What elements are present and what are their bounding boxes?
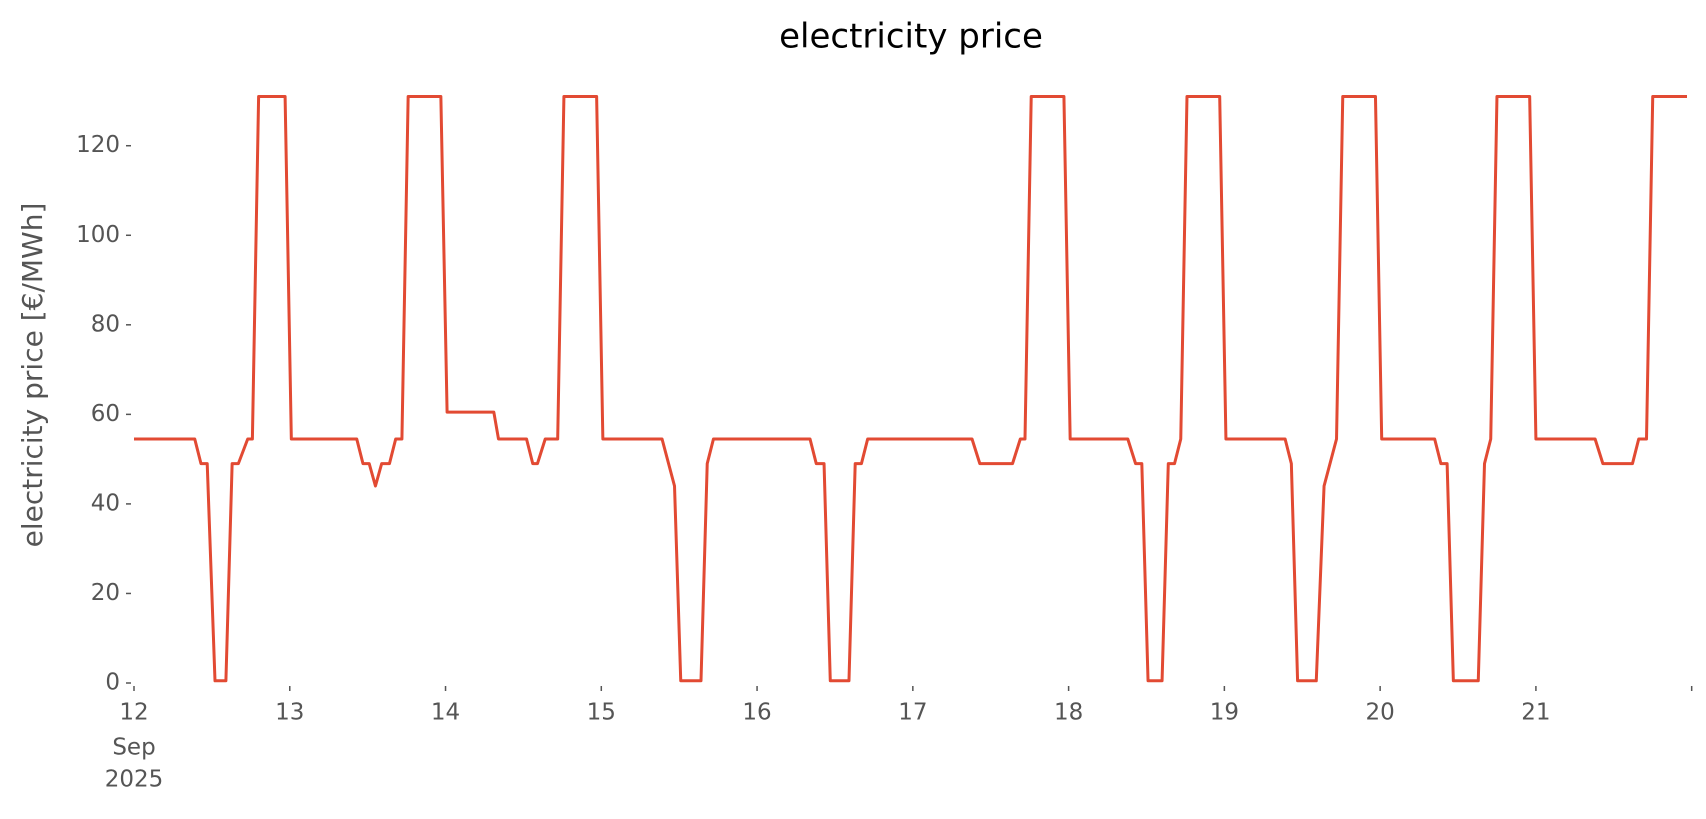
y-axis-label: electricity price [€/MWh] [16, 203, 49, 548]
x-tick-label: 20 [1365, 700, 1394, 726]
y-tick-label: 100 [76, 222, 120, 248]
x-tick-label: 17 [898, 700, 927, 726]
line [134, 94, 1687, 683]
y-tick-label: 40 [91, 490, 120, 516]
x-tick-label: 16 [742, 700, 771, 726]
y-tick-label: 60 [91, 401, 120, 427]
x-tick-label: 14 [431, 700, 460, 726]
x-tick-label: 13 [275, 700, 304, 726]
x-tick-sublabel: Sep [112, 735, 155, 761]
x-tick-label: 18 [1054, 700, 1083, 726]
y-tick-label: 80 [91, 311, 120, 337]
y-tick-label: 0 [105, 670, 120, 696]
x-tick-sublabel: 2025 [105, 767, 164, 793]
chart-title: electricity price [779, 17, 1043, 57]
y-tick-label: 20 [91, 580, 120, 606]
x-tick-label: 12 [119, 700, 148, 726]
x-tick-label: 19 [1210, 700, 1239, 726]
y-tick-label: 120 [76, 132, 120, 158]
x-tick-label: 21 [1521, 700, 1550, 726]
x-tick-label: 15 [587, 700, 616, 726]
